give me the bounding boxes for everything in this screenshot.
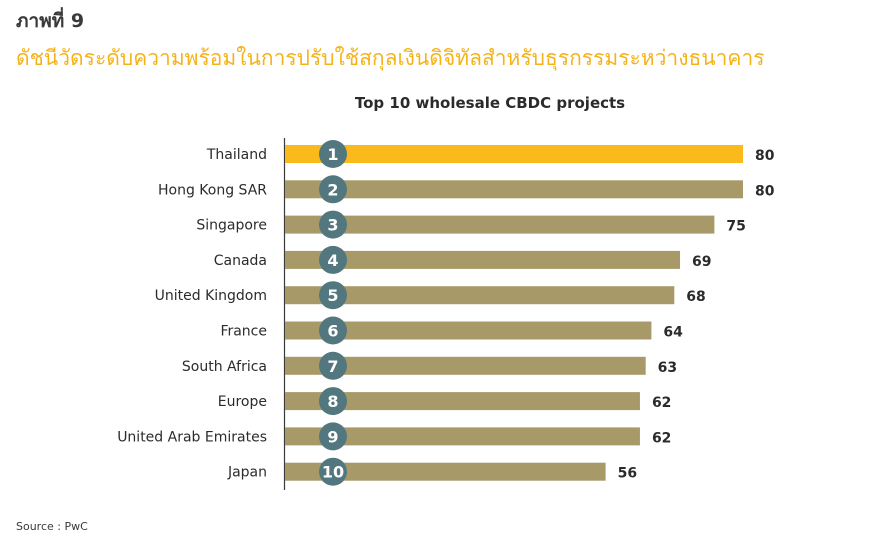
bar (285, 286, 675, 305)
category-label: United Arab Emirates (117, 429, 267, 445)
chart-title: Top 10 wholesale CBDC projects (355, 94, 625, 112)
rank-badge (319, 140, 347, 168)
rank-badge (319, 245, 347, 274)
rank-label: 1 (327, 145, 338, 164)
rank-badge (319, 175, 347, 204)
rank-label: 4 (327, 251, 338, 270)
category-label: South Africa (182, 359, 267, 375)
value-label: 64 (663, 325, 683, 341)
rank-label: 5 (327, 286, 338, 305)
bar (285, 392, 640, 411)
rank-label: 9 (327, 427, 338, 446)
rank-label: 2 (327, 180, 338, 199)
rank-badge (319, 422, 347, 451)
category-label: Singapore (196, 218, 267, 234)
figure-title: ดัชนีวัดระดับความพร้อมในการปรับใช้สกุลเง… (16, 46, 765, 70)
value-label: 62 (652, 395, 671, 411)
category-label: Thailand (206, 147, 267, 163)
category-label: Canada (214, 253, 267, 269)
rank-badge (319, 387, 347, 416)
bar (285, 427, 640, 446)
rank-label: 8 (327, 392, 338, 411)
rank-label: 10 (322, 463, 344, 482)
bar (285, 356, 646, 375)
rank-badge (319, 351, 347, 380)
bar (285, 215, 715, 234)
rank-badge (319, 457, 347, 486)
rank-label: 6 (327, 322, 338, 341)
category-label: France (220, 324, 267, 340)
value-label: 80 (755, 183, 775, 199)
category-label: Japan (227, 465, 267, 481)
bar (285, 145, 743, 163)
bar (285, 462, 606, 481)
rank-badge (319, 316, 347, 345)
rank-label: 7 (327, 357, 338, 376)
value-label: 69 (692, 254, 711, 270)
category-label: United Kingdom (155, 288, 267, 304)
rank-label: 3 (327, 216, 338, 235)
value-label: 63 (658, 360, 677, 376)
source-note: Source : PwC (16, 520, 88, 533)
rank-badge (319, 210, 347, 239)
bar (285, 250, 681, 269)
value-label: 75 (726, 219, 745, 235)
value-label: 62 (652, 430, 671, 446)
value-label: 80 (755, 148, 775, 164)
value-label: 56 (618, 466, 637, 482)
figure-label: ภาพที่ 9 (16, 10, 85, 32)
bar (285, 321, 652, 340)
category-label: Hong Kong SAR (158, 182, 267, 198)
bar (285, 180, 743, 199)
value-label: 68 (686, 289, 705, 305)
rank-badge (319, 281, 347, 310)
category-label: Europe (218, 394, 267, 410)
